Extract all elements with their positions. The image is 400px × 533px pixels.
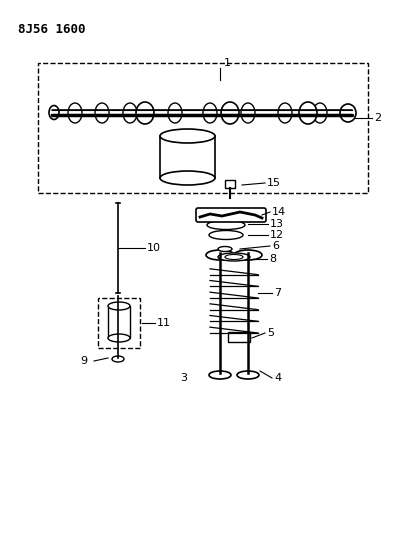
Text: 1: 1 bbox=[224, 58, 231, 68]
Ellipse shape bbox=[237, 371, 259, 379]
Ellipse shape bbox=[313, 103, 327, 123]
Ellipse shape bbox=[225, 254, 243, 260]
Text: 4: 4 bbox=[274, 373, 281, 383]
Text: 7: 7 bbox=[274, 288, 281, 298]
Ellipse shape bbox=[207, 221, 245, 230]
Ellipse shape bbox=[160, 129, 215, 143]
Text: 10: 10 bbox=[147, 243, 161, 253]
Text: 8J56 1600: 8J56 1600 bbox=[18, 23, 86, 36]
Bar bbox=[160, 136, 215, 178]
Text: 14: 14 bbox=[272, 207, 286, 217]
Ellipse shape bbox=[278, 103, 292, 123]
Text: 12: 12 bbox=[270, 230, 284, 240]
Bar bbox=[228, 332, 250, 342]
Ellipse shape bbox=[108, 302, 130, 310]
Ellipse shape bbox=[209, 230, 243, 239]
Text: 3: 3 bbox=[180, 373, 187, 383]
FancyBboxPatch shape bbox=[196, 208, 266, 222]
Ellipse shape bbox=[209, 371, 231, 379]
Bar bbox=[108, 306, 130, 338]
Ellipse shape bbox=[218, 246, 232, 252]
Ellipse shape bbox=[112, 356, 124, 362]
Text: 13: 13 bbox=[270, 219, 284, 229]
Ellipse shape bbox=[299, 102, 317, 124]
Text: 9: 9 bbox=[80, 356, 87, 366]
Ellipse shape bbox=[206, 250, 234, 260]
Ellipse shape bbox=[160, 171, 215, 185]
Ellipse shape bbox=[340, 104, 356, 122]
Ellipse shape bbox=[234, 250, 262, 260]
Ellipse shape bbox=[123, 103, 137, 123]
Ellipse shape bbox=[203, 103, 217, 123]
Text: 2: 2 bbox=[374, 113, 381, 123]
Text: 11: 11 bbox=[157, 318, 171, 328]
Text: 8: 8 bbox=[269, 254, 276, 264]
Ellipse shape bbox=[95, 103, 109, 123]
Ellipse shape bbox=[108, 334, 130, 342]
Ellipse shape bbox=[218, 253, 250, 261]
Bar bbox=[225, 180, 235, 188]
Text: 6: 6 bbox=[272, 241, 279, 251]
Ellipse shape bbox=[221, 102, 239, 124]
Ellipse shape bbox=[168, 103, 182, 123]
Ellipse shape bbox=[68, 103, 82, 123]
Text: 5: 5 bbox=[267, 328, 274, 338]
Ellipse shape bbox=[136, 102, 154, 124]
Text: 15: 15 bbox=[267, 178, 281, 188]
Ellipse shape bbox=[241, 103, 255, 123]
